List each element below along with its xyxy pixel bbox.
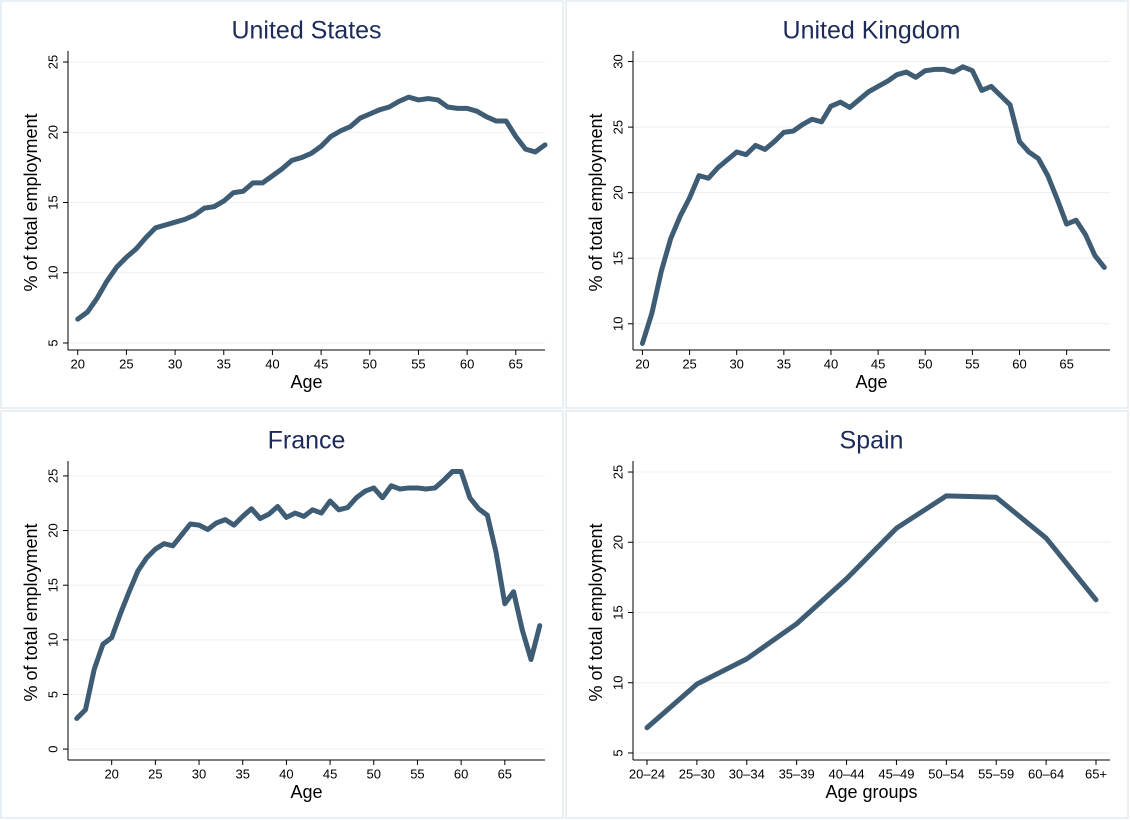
x-tick-label: 45–49 (878, 766, 914, 781)
y-tick-label: 15 (610, 605, 625, 619)
y-tick-label: 10 (45, 266, 60, 280)
x-tick-label: 25 (682, 356, 696, 371)
data-line (75, 94, 548, 322)
x-tick-label: 30 (192, 766, 206, 781)
x-axis-label: Age (290, 782, 322, 802)
y-axis-label: % of total employment (21, 113, 41, 291)
x-tick-label: 35 (235, 766, 249, 781)
x-tick-label: 40 (824, 356, 838, 371)
x-axis-label: Age (290, 372, 322, 392)
x-tick-label: 65 (1059, 356, 1073, 371)
y-tick-label: 20 (45, 125, 60, 139)
panel-frame (0, 0, 564, 409)
chart-title: Spain (840, 427, 904, 455)
x-tick-label: 65+ (1085, 766, 1107, 781)
chart-panel: United Kingdom Age % of total employment 10… (565, 0, 1129, 409)
y-tick-label: 5 (45, 691, 60, 698)
x-tick-label: 25 (119, 356, 133, 371)
panel-frame (565, 410, 1129, 819)
x-tick-label: 35 (217, 356, 231, 371)
x-tick-label: 40–44 (828, 766, 864, 781)
y-tick-label: 15 (45, 195, 60, 209)
y-axis-label: % of total employment (586, 113, 606, 291)
x-tick-label: 60 (460, 356, 474, 371)
x-tick-label: 50 (918, 356, 932, 371)
x-tick-label: 60 (454, 766, 468, 781)
y-tick-label: 15 (610, 251, 625, 265)
x-tick-label: 40 (279, 766, 293, 781)
y-tick-label: 25 (45, 55, 60, 69)
x-tick-label: 35 (777, 356, 791, 371)
x-tick-label: 20 (104, 766, 118, 781)
x-tick-label: 50 (367, 766, 381, 781)
x-tick-label: 45 (323, 766, 337, 781)
x-axis-label: Age (855, 372, 887, 392)
x-tick-label: 55 (965, 356, 979, 371)
x-tick-label: 20–24 (629, 766, 665, 781)
x-tick-label: 25–30 (679, 766, 715, 781)
chart-panel: Spain Age groups % of total employment 5 10 1… (565, 410, 1129, 819)
y-tick-label: 20 (610, 185, 625, 199)
x-tick-label: 50–54 (928, 766, 964, 781)
x-tick-label: 65 (498, 766, 512, 781)
x-tick-label: 25 (148, 766, 162, 781)
panel-frame (0, 410, 564, 819)
y-tick-label: 20 (610, 535, 625, 549)
x-tick-label: 50 (363, 356, 377, 371)
x-tick-label: 40 (265, 356, 279, 371)
x-tick-label: 55–59 (978, 766, 1014, 781)
x-tick-label: 20 (71, 356, 85, 371)
x-tick-label: 35–39 (779, 766, 815, 781)
data-line (644, 493, 1099, 731)
x-tick-label: 30 (168, 356, 182, 371)
chart-panel: France Age % of total employment 0 5 10 15 20 25… (0, 410, 564, 819)
y-tick-label: 25 (610, 120, 625, 134)
chart-title: United States (231, 17, 381, 45)
y-tick-label: 5 (610, 749, 625, 756)
y-tick-label: 25 (610, 465, 625, 479)
x-tick-label: 55 (410, 766, 424, 781)
y-tick-label: 0 (45, 745, 60, 752)
x-tick-label: 45 (871, 356, 885, 371)
chart-panel: United States Age % of total employment 5 10… (0, 0, 564, 409)
x-tick-label: 60 (1012, 356, 1026, 371)
chart-title: United Kingdom (783, 17, 961, 45)
x-tick-label: 55 (411, 356, 425, 371)
chart-title: France (268, 427, 346, 455)
data-line (639, 64, 1107, 346)
x-axis-label: Age groups (825, 782, 917, 802)
y-axis-label: % of total employment (21, 523, 41, 701)
y-tick-label: 5 (45, 339, 60, 346)
x-tick-label: 65 (509, 356, 523, 371)
x-tick-label: 45 (314, 356, 328, 371)
panel-frame (565, 0, 1129, 409)
y-tick-label: 30 (610, 54, 625, 68)
y-tick-label: 25 (45, 469, 60, 483)
y-tick-label: 10 (610, 676, 625, 690)
y-tick-label: 10 (45, 633, 60, 647)
y-tick-label: 15 (45, 578, 60, 592)
x-tick-label: 60–64 (1028, 766, 1064, 781)
x-tick-label: 30 (729, 356, 743, 371)
x-tick-label: 30–34 (729, 766, 765, 781)
y-tick-label: 10 (610, 317, 625, 331)
y-tick-label: 20 (45, 523, 60, 537)
x-tick-label: 20 (635, 356, 649, 371)
y-axis-label: % of total employment (586, 523, 606, 701)
data-line (74, 469, 543, 721)
